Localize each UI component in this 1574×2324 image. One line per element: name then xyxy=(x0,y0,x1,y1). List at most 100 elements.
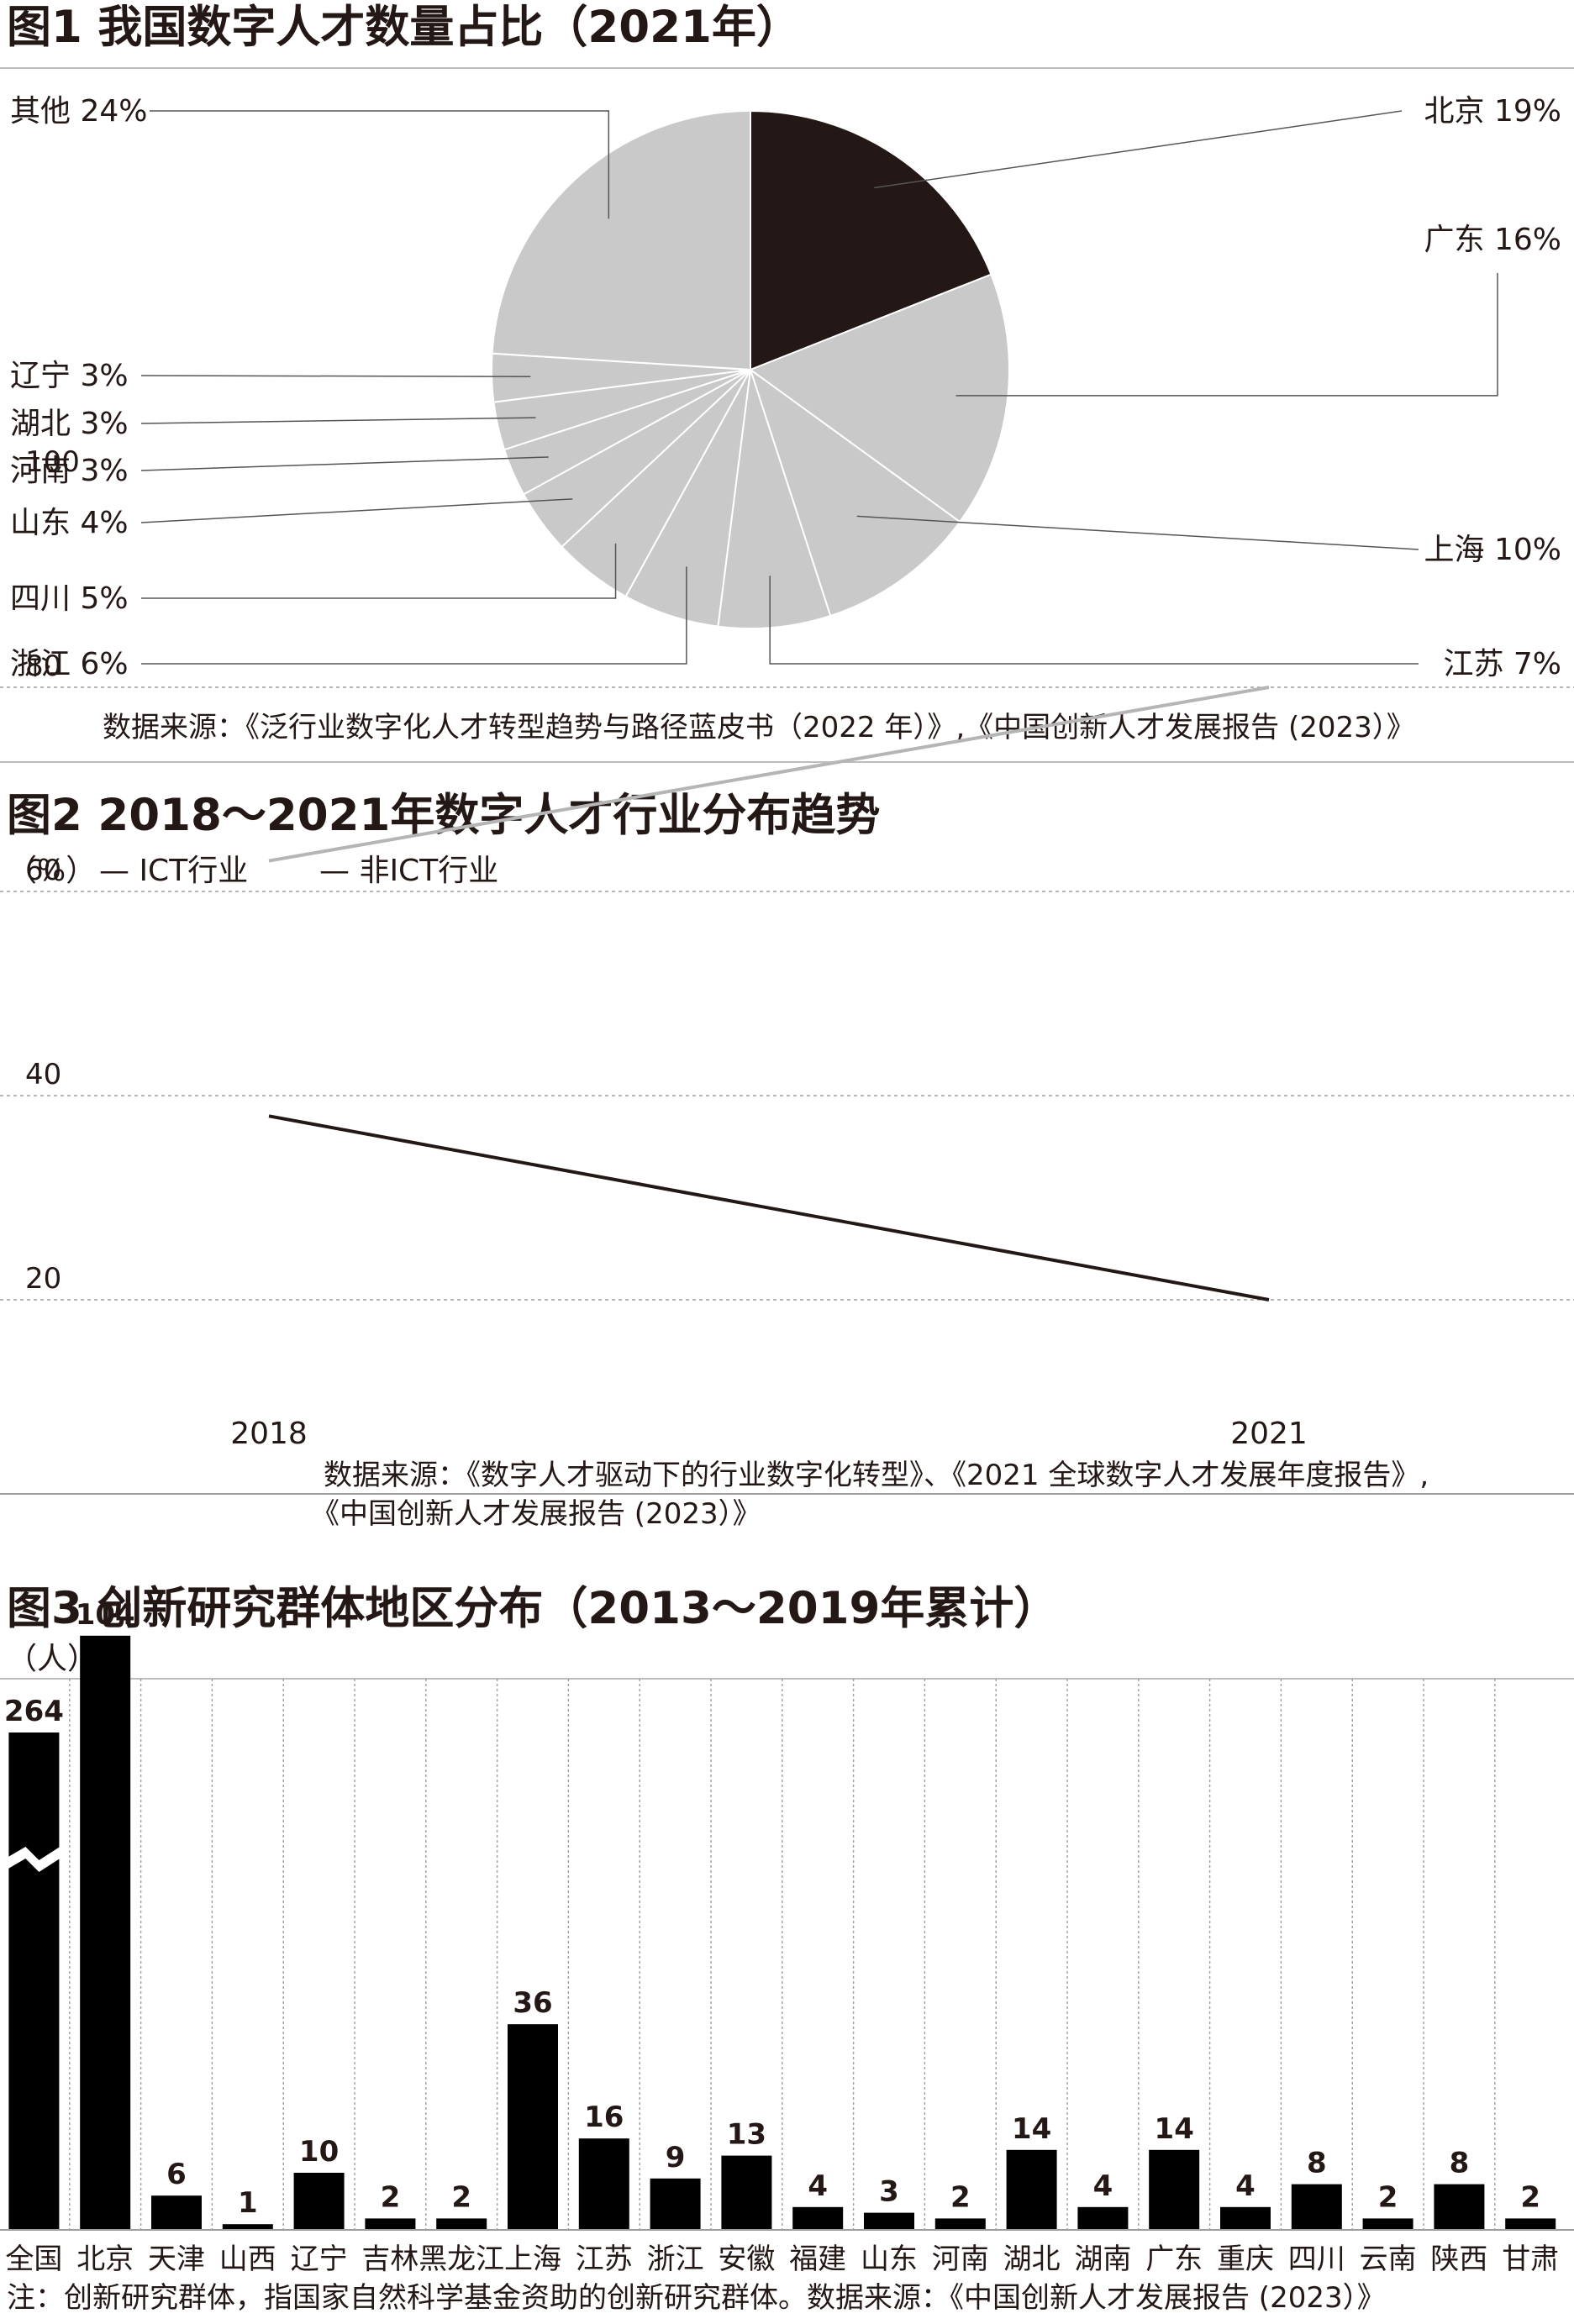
pie-leader-line xyxy=(856,515,1419,550)
bar-category-label: 重庆 xyxy=(1217,2243,1274,2276)
series-line xyxy=(268,686,1270,863)
pie-leader-line xyxy=(769,576,1419,665)
pie-label: 四川 5% xyxy=(10,581,129,616)
y-tick-label: 40 xyxy=(25,1058,61,1091)
pie-label: 辽宁 3% xyxy=(10,359,129,393)
fig3-title: 图3 创新研究群体地区分布（2013～2019年累计） xyxy=(7,1583,1059,1634)
bar xyxy=(578,2138,629,2230)
bar-category-label: 河南 xyxy=(932,2243,989,2276)
bar-value-label: 13 xyxy=(727,2118,766,2152)
bar-value-label: 16 xyxy=(584,2101,624,2134)
pie-leader-line xyxy=(150,110,610,219)
bar-value-label: 2 xyxy=(1520,2180,1540,2214)
bar xyxy=(934,2218,986,2230)
bar-value-label: 14 xyxy=(1155,2112,1194,2146)
bar-value-label: 3 xyxy=(879,2175,899,2209)
x-tick-label: 2021 xyxy=(1230,1417,1308,1451)
bar-category-label: 江苏 xyxy=(576,2243,633,2276)
bar xyxy=(1291,2184,1342,2230)
bar-chart: （人）264全国104北京6天津1山西10辽宁2吉林2黑龙江36上海16江苏9浙… xyxy=(0,1598,1574,2315)
x-tick-label: 2018 xyxy=(230,1417,308,1451)
bar-category-label: 北京 xyxy=(76,2243,134,2276)
pie-leader-line xyxy=(141,543,617,599)
bar xyxy=(1077,2206,1129,2230)
axis-break-mark xyxy=(5,1845,63,1872)
bar-value-label: 8 xyxy=(1450,2147,1470,2180)
bar-value-label: 4 xyxy=(808,2169,828,2203)
bar xyxy=(1220,2206,1271,2230)
pie-leader-line xyxy=(141,566,687,665)
bar-category-label: 湖南 xyxy=(1074,2243,1131,2276)
pie-label: 其他 24% xyxy=(10,94,147,129)
pie-label: 北京 19% xyxy=(1424,94,1561,129)
bar xyxy=(1434,2184,1485,2230)
pie-leader-line xyxy=(140,498,573,523)
bar-category-label: 上海 xyxy=(504,2243,561,2276)
fig1-bottom-rule xyxy=(0,761,1574,763)
bar-category-label: 陕西 xyxy=(1430,2243,1487,2276)
bar-category-label: 福建 xyxy=(789,2243,846,2276)
y-tick-label: 100 xyxy=(25,445,80,479)
bar-category-label: 安徽 xyxy=(718,2243,775,2276)
fig2-source-line1: 数据来源：《数字人才驱动下的行业数字化转型》、《2021 全球数字人才发展年度报… xyxy=(324,1459,1429,1492)
bar-value-label: 264 xyxy=(4,1695,64,1728)
pie-slice xyxy=(717,369,832,629)
pie-slice xyxy=(748,273,1010,523)
bar-category-label: 山西 xyxy=(219,2243,276,2276)
bar-category-label: 全国 xyxy=(5,2243,62,2276)
bar xyxy=(365,2218,416,2230)
bar-value-label: 10 xyxy=(299,2135,339,2169)
bar xyxy=(650,2178,701,2230)
line-y-unit: （%） xyxy=(7,854,96,888)
bar xyxy=(1362,2218,1413,2230)
fig1-title: 图1 我国数字人才数量占比（2021年） xyxy=(7,2,801,53)
y-tick-label: 80 xyxy=(25,649,61,683)
bar-value-label: 36 xyxy=(513,1986,552,2020)
pie-label: 湖北 3% xyxy=(10,407,129,441)
legend-item: — ICT行业 xyxy=(99,854,248,888)
bar-value-label: 1 xyxy=(238,2186,258,2220)
pie-leader-line xyxy=(955,273,1498,397)
bar-value-label: 2 xyxy=(1378,2180,1398,2214)
bar-category-label: 甘肃 xyxy=(1502,2243,1559,2276)
pie-label: 上海 10% xyxy=(1424,533,1561,567)
bar-category-label: 四川 xyxy=(1288,2243,1345,2276)
pie-leader-line xyxy=(140,417,536,424)
fig1-top-rule xyxy=(0,67,1574,69)
bar xyxy=(508,2024,558,2230)
bar xyxy=(80,1635,131,2230)
line-chart: （%） — ICT行业 — 非ICT行业 100 80 60 40 20 2018 2021 xyxy=(0,445,1574,1495)
pie-slice xyxy=(749,367,961,618)
bar-value-label: 14 xyxy=(1012,2112,1051,2146)
bar-category-label: 吉林 xyxy=(361,2243,419,2276)
bar-value-label: 2 xyxy=(950,2180,971,2214)
bar-value-label: 4 xyxy=(1235,2169,1256,2203)
bar xyxy=(1006,2149,1057,2230)
bar xyxy=(864,2212,914,2230)
legend-item: — 非ICT行业 xyxy=(319,854,498,888)
bar-value-label: 4 xyxy=(1093,2169,1113,2203)
bar-category-label: 黑龙江 xyxy=(419,2243,504,2276)
pie-label: 山东 4% xyxy=(10,506,129,540)
bar xyxy=(436,2218,487,2230)
bar-category-label: 浙江 xyxy=(647,2243,704,2276)
bar-value-label: 8 xyxy=(1307,2147,1327,2180)
pie-label: 广东 16% xyxy=(1424,223,1561,257)
pie-chart: 北京 19% 广东 16% 上海 10% 江苏 7% 浙江 6% 四川 5% 山东 4% 河南… xyxy=(10,94,1561,681)
pie-leader-line xyxy=(140,456,549,471)
bar-category-label: 辽宁 xyxy=(291,2243,348,2276)
pie-leader-line xyxy=(874,110,1403,189)
bar-category-label: 湖北 xyxy=(1003,2243,1061,2276)
series-line xyxy=(268,1114,1270,1301)
bar xyxy=(1505,2218,1556,2230)
bar xyxy=(222,2224,273,2230)
bar xyxy=(1149,2149,1200,2230)
bar xyxy=(792,2206,844,2230)
y-tick-label: 60 xyxy=(25,854,61,887)
pie-label: 浙江 6% xyxy=(10,647,129,681)
fig2-source-line2: 《中国创新人才发展报告 (2023）》 xyxy=(311,1497,761,1531)
bar xyxy=(151,2195,202,2230)
bar xyxy=(8,1732,60,2230)
bar-value-label: 6 xyxy=(166,2158,187,2191)
pie-label: 江苏 7% xyxy=(1443,647,1561,681)
